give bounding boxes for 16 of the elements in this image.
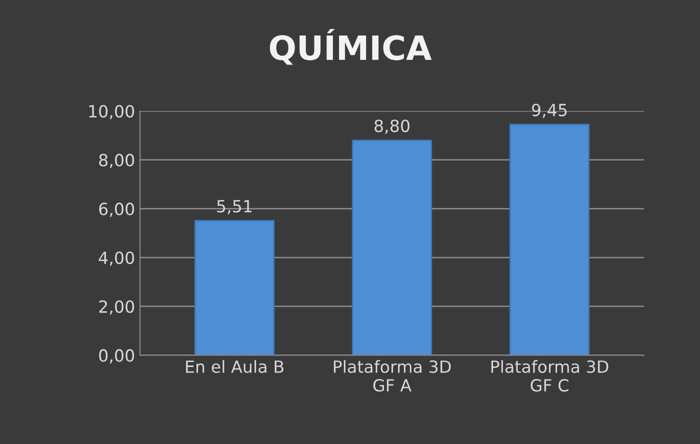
- data-label: 5,51: [217, 200, 252, 214]
- bar: [194, 220, 275, 356]
- y-tick-label: 8,00: [99, 154, 134, 168]
- bar: [352, 140, 432, 356]
- x-tick-label: En el Aula B: [186, 360, 284, 373]
- y-tick-label: 10,00: [89, 104, 134, 120]
- y-tick-label: 0,00: [99, 349, 134, 364]
- data-label: 9,45: [532, 104, 567, 118]
- y-tick-label: 4,00: [98, 251, 134, 266]
- y-tick-label: 6,00: [99, 202, 134, 217]
- y-tick-label: 2,00: [99, 300, 134, 315]
- x-tick-label: Plataforma 3D GF C: [491, 360, 608, 392]
- data-label: 8,80: [374, 120, 410, 134]
- chart-title: QUÍMICA: [270, 29, 432, 65]
- x-tick-label: Plataforma 3D GF A: [334, 360, 451, 392]
- bar: [509, 124, 590, 356]
